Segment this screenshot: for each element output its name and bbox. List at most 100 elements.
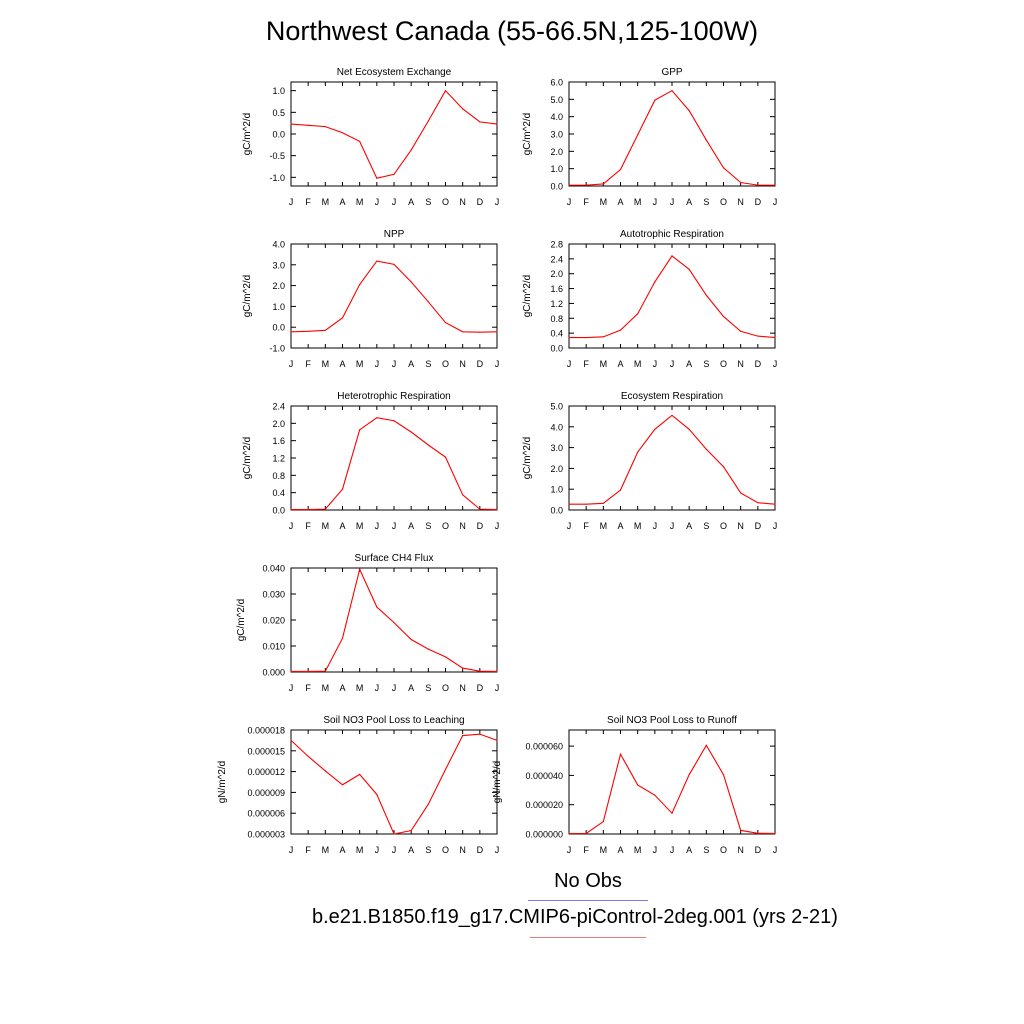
x-tick-label: A (408, 683, 414, 693)
data-point (637, 313, 639, 315)
y-tick-label: 6.0 (550, 78, 563, 88)
y-tick-label: 1.0 (272, 302, 285, 312)
y-tick-label: 0.0 (550, 182, 563, 192)
y-tick-label: 5.0 (550, 402, 563, 412)
x-tick-label: D (477, 197, 484, 207)
x-tick-label: J (773, 359, 778, 369)
data-point (393, 173, 395, 175)
x-tick-label: J (392, 683, 397, 693)
y-tick-label: 0.000003 (247, 830, 285, 840)
plot-frame (290, 405, 498, 511)
data-point (722, 466, 725, 468)
data-point (619, 753, 622, 755)
panel-title: Autotrophic Respiration (620, 229, 724, 240)
x-tick-label: M (356, 521, 364, 531)
y-axis-label: gC/m^2/d (522, 437, 533, 480)
x-tick-label: D (477, 845, 484, 855)
data-point (637, 134, 639, 136)
data-point (427, 120, 429, 122)
y-axis-label: gC/m^2/d (242, 437, 253, 480)
data-point (393, 420, 395, 422)
y-tick-label: 3.0 (550, 443, 563, 453)
data-point (359, 283, 361, 286)
x-tick-label: J (567, 521, 572, 531)
y-axis-label: gN/m^2/d (217, 761, 228, 804)
data-point (324, 508, 326, 510)
x-tick-label: A (408, 359, 414, 369)
x-tick-label: N (737, 359, 744, 369)
x-tick-label: S (703, 521, 709, 531)
data-point (705, 139, 707, 141)
x-tick-label: J (653, 845, 658, 855)
y-tick-label: 2.0 (272, 281, 285, 291)
series-line (291, 567, 498, 673)
y-axis-label: gC/m^2/d (236, 599, 247, 642)
data-point (341, 488, 344, 490)
y-tick-label: 1.2 (550, 299, 563, 309)
x-tick-label: O (720, 521, 727, 531)
plot-frame (290, 729, 498, 835)
data-point (705, 744, 707, 746)
panel-title: Surface CH4 Flux (355, 553, 434, 564)
x-tick-label: N (459, 359, 466, 369)
data-point (688, 774, 690, 776)
y-tick-label: 2.0 (550, 464, 563, 474)
legend-obs-label: No Obs (554, 870, 622, 892)
data-point (444, 90, 447, 92)
x-tick-label: J (375, 845, 380, 855)
data-point (307, 508, 309, 511)
data-point (462, 108, 464, 110)
data-point (688, 428, 690, 430)
x-tick-label: O (442, 197, 449, 207)
data-point (757, 335, 759, 337)
data-point (479, 670, 481, 672)
data-point (427, 444, 429, 446)
data-point (462, 494, 464, 496)
y-tick-label: 0.000018 (247, 726, 285, 736)
y-tick-label: 1.0 (272, 86, 285, 96)
data-point (602, 183, 604, 185)
x-tick-label: M (600, 845, 608, 855)
data-point (496, 508, 498, 511)
x-tick-label: N (737, 845, 744, 855)
plot-frame (290, 567, 498, 673)
plot-frame (568, 729, 776, 835)
data-point (462, 331, 464, 333)
data-point (496, 670, 498, 673)
y-tick-label: 0.000020 (525, 800, 563, 810)
panel-title: Net Ecosystem Exchange (337, 67, 452, 78)
x-tick-label: M (356, 683, 364, 693)
data-point (654, 99, 656, 101)
data-point (290, 670, 292, 673)
x-tick-label: D (755, 359, 762, 369)
series-line (290, 260, 498, 333)
y-tick-label: 0.4 (550, 329, 563, 339)
x-tick-label: J (670, 197, 675, 207)
x-tick-label: O (442, 683, 449, 693)
x-tick-label: S (425, 683, 431, 693)
data-point (479, 733, 481, 735)
x-tick-label: D (477, 683, 484, 693)
panel-8: Soil NO3 Pool Loss to Leaching gN/m^2/d J F… (217, 715, 499, 855)
y-tick-label: 0.000006 (247, 809, 285, 819)
data-point (585, 184, 587, 186)
x-tick-label: J (289, 359, 294, 369)
y-tick-label: 0.8 (550, 314, 563, 324)
data-point (462, 667, 464, 669)
data-point (393, 263, 395, 265)
data-point (654, 281, 656, 283)
x-tick-label: J (773, 845, 778, 855)
data-point (619, 489, 622, 491)
data-point (290, 508, 292, 511)
data-point (376, 793, 378, 796)
data-point (479, 331, 481, 333)
x-tick-label: F (583, 197, 589, 207)
series-line (569, 414, 776, 505)
y-tick-label: -1.0 (269, 344, 285, 354)
data-point (324, 770, 326, 772)
data-point (410, 281, 412, 283)
